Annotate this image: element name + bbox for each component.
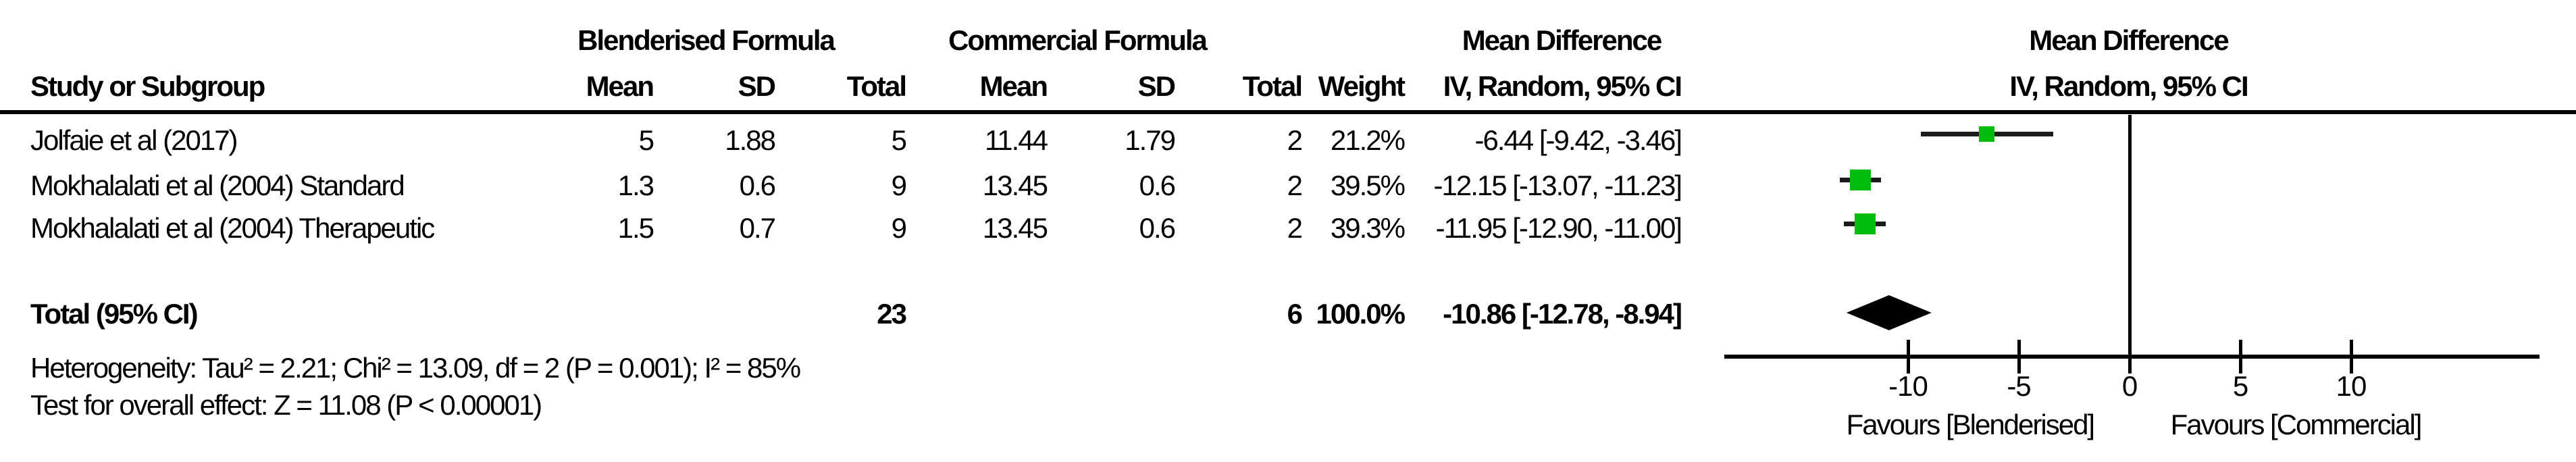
cf-mean-value: 11.44: [985, 124, 1048, 156]
total-weight-value: 100.0%: [1316, 298, 1406, 330]
cf-sd-value: 0.6: [1139, 212, 1176, 244]
overall-effect-note: Test for overall effect: Z = 11.08 (P < …: [30, 389, 542, 421]
weight-value: 21.2%: [1330, 124, 1406, 156]
cf-sd-value: 1.79: [1125, 124, 1176, 156]
cf-sd-value: 0.6: [1139, 170, 1176, 201]
cf-total-value: 2: [1287, 170, 1303, 201]
header-iv-random-ci: IV, Random, 95% CI: [1443, 70, 1682, 102]
study-name: Mokhalalati et al (2004) Therapeutic: [30, 212, 435, 244]
axis-tick-label: 10: [2336, 370, 2367, 402]
forest-plot-panel: Mean Difference IV, Random, 95% CI -10 -5…: [1681, 0, 2576, 462]
bf-total-value: 5: [891, 124, 907, 156]
weight-value: 39.3%: [1330, 212, 1406, 244]
axis-tick-label: -10: [1888, 370, 1928, 402]
cf-total-value: 2: [1287, 212, 1303, 244]
header-study-or-subgroup: Study or Subgroup: [30, 70, 265, 102]
cf-total-value: 2: [1287, 124, 1303, 156]
study-name: Jolfaie et al (2017): [30, 124, 238, 156]
md-ci-value: -11.95 [-12.90, -11.00]: [1435, 212, 1682, 244]
axis-tick: [2239, 340, 2242, 374]
axis-tick: [2017, 340, 2021, 374]
forest-point-square: [1979, 126, 1995, 142]
forest-point-square: [1854, 213, 1876, 234]
axis-tick-label: 0: [2121, 370, 2138, 402]
study-row: Mokhalalati et al (2004) Therapeutic 1.5…: [30, 212, 1682, 245]
cf-mean-value: 13.45: [982, 212, 1048, 244]
header-cf-sd: SD: [1137, 70, 1176, 102]
bf-sd-value: 0.6: [739, 170, 776, 201]
forest-point-square: [1849, 169, 1871, 190]
weight-value: 39.5%: [1330, 170, 1406, 201]
bf-sd-value: 0.7: [739, 212, 776, 244]
heterogeneity-note: Heterogeneity: Tau² = 2.21; Chi² = 13.09…: [30, 352, 801, 384]
favours-left-label: Favours [Blenderised]: [1846, 409, 2096, 440]
favours-right-label: Favours [Commercial]: [2170, 409, 2423, 440]
header-weight: Weight: [1318, 70, 1406, 102]
header-bf-total: Total: [846, 70, 907, 102]
column-header-row: Study or Subgroup Mean SD Total Mean SD …: [30, 70, 1682, 103]
bf-mean-value: 1.3: [617, 170, 654, 201]
axis-tick: [2128, 340, 2132, 374]
total-md-ci-value: -10.86 [-12.78, -8.94]: [1443, 298, 1682, 330]
group-header-mean-difference-text: Mean Difference: [1462, 24, 1662, 56]
study-row: Mokhalalati et al (2004) Standard 1.3 0.…: [30, 170, 1683, 202]
total-cf-total-value: 6: [1287, 298, 1303, 330]
zero-line: [2128, 115, 2132, 359]
total-bf-total-value: 23: [877, 298, 907, 330]
axis-tick: [1907, 340, 1910, 374]
summary-diamond: [1846, 295, 1932, 330]
total-label: Total (95% CI): [30, 298, 199, 330]
x-axis-line: [1724, 355, 2540, 359]
bf-mean-value: 1.5: [617, 212, 654, 244]
axis-tick: [2350, 340, 2353, 374]
plot-header-mean-difference: Mean Difference: [2029, 24, 2229, 56]
group-header-commercial: Commercial Formula: [948, 24, 1208, 56]
header-cf-total: Total: [1242, 70, 1303, 102]
study-row: Jolfaie et al (2017) 5 1.88 5 11.44 1.79…: [30, 124, 1682, 157]
axis-tick-label: -5: [2007, 370, 2031, 402]
axis-tick-label: 5: [2232, 370, 2248, 402]
md-ci-value: -12.15 [-13.07, -11.23]: [1433, 170, 1683, 201]
bf-mean-value: 5: [638, 124, 654, 156]
header-bf-mean: Mean: [586, 70, 654, 102]
plot-header-iv-random-ci: IV, Random, 95% CI: [2009, 70, 2248, 102]
header-bf-sd: SD: [738, 70, 776, 102]
group-header-blenderised: Blenderised Formula: [577, 24, 835, 56]
bf-sd-value: 1.88: [725, 124, 776, 156]
header-underline: [0, 110, 2576, 114]
total-row: Total (95% CI) 23 6 100.0% -10.86 [-12.7…: [30, 298, 1682, 330]
md-ci-value: -6.44 [-9.42, -3.46]: [1474, 124, 1682, 156]
bf-total-value: 9: [891, 212, 907, 244]
header-cf-mean: Mean: [979, 70, 1048, 102]
cf-mean-value: 13.45: [982, 170, 1048, 201]
study-name: Mokhalalati et al (2004) Standard: [30, 170, 405, 201]
bf-total-value: 9: [891, 170, 907, 201]
